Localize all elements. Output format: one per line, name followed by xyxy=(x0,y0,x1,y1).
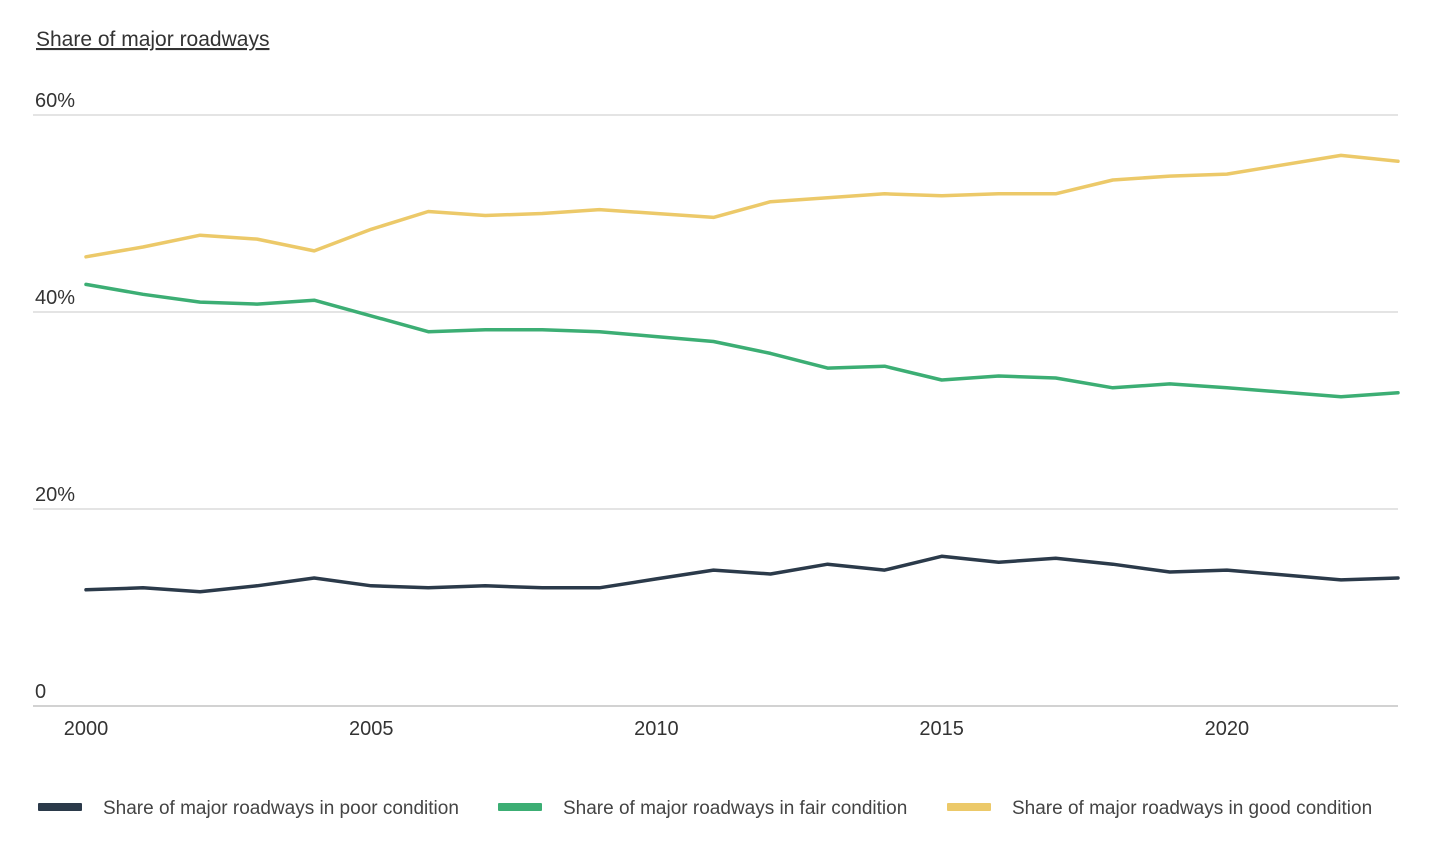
y-axis-title: Share of major roadways xyxy=(36,28,269,51)
legend-swatch-poor xyxy=(38,803,82,811)
y-tick-label: 0 xyxy=(35,681,46,703)
x-tick-label: 2015 xyxy=(919,718,964,740)
legend-label-fair: Share of major roadways in fair conditio… xyxy=(563,798,907,819)
x-tick-label: 2005 xyxy=(349,718,394,740)
x-tick-label: 2010 xyxy=(634,718,679,740)
legend-item-poor: Share of major roadways in poor conditio… xyxy=(38,798,459,819)
y-tick-label: 60% xyxy=(35,90,75,112)
series-line-poor xyxy=(84,554,1400,594)
legend: Share of major roadways in poor conditio… xyxy=(38,798,1372,819)
x-axis-ticks: 2000 2005 2010 2015 2020 xyxy=(64,718,1249,740)
x-tick-label: 2020 xyxy=(1205,718,1250,740)
legend-item-good: Share of major roadways in good conditio… xyxy=(947,798,1372,819)
legend-label-poor: Share of major roadways in poor conditio… xyxy=(103,798,459,819)
y-tick-label: 20% xyxy=(35,484,75,506)
x-tick-label: 2000 xyxy=(64,718,109,740)
y-axis-ticks: 0 20% 40% 60% xyxy=(35,90,75,703)
series-line-fair xyxy=(84,282,1400,399)
gridlines xyxy=(33,114,1398,707)
legend-label-good: Share of major roadways in good conditio… xyxy=(1012,798,1372,819)
legend-swatch-fair xyxy=(498,803,542,811)
series-line-good xyxy=(84,153,1400,259)
legend-swatch-good xyxy=(947,803,991,811)
y-tick-label: 40% xyxy=(35,287,75,309)
series-lines xyxy=(84,153,1400,594)
legend-item-fair: Share of major roadways in fair conditio… xyxy=(498,798,907,819)
